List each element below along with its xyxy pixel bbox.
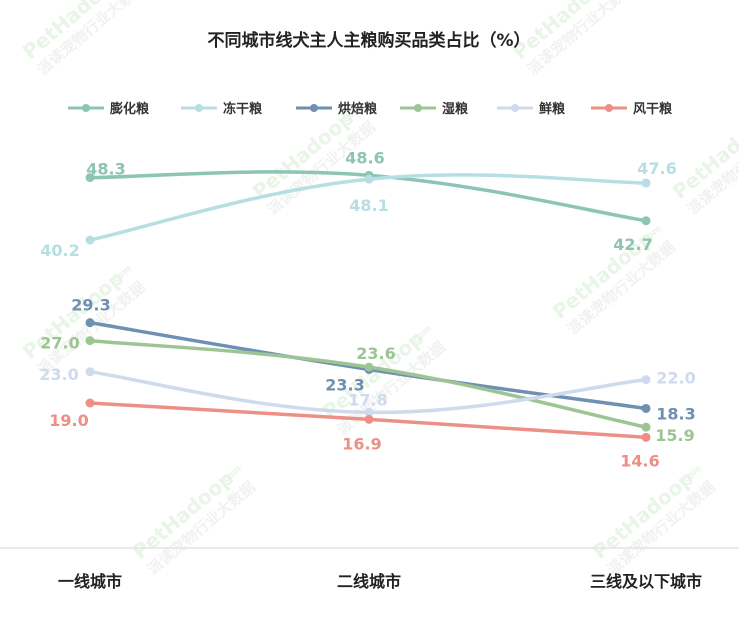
series-layer [85,170,651,442]
data-point [85,367,95,377]
data-label: 40.2 [40,241,79,260]
data-labels: 48.3 48.6 42.7 40.2 48.1 47.6 29.3 23.3 18.3 27.0… [39,148,695,470]
legend-item: 冻干粮 [181,101,263,117]
legend-label: 烘焙粮 [338,101,378,117]
data-point [641,432,651,442]
data-point [85,235,95,245]
x-axis-categories: 一线城市 二线城市 三线及以下城市 [58,572,702,591]
data-label: 23.6 [356,344,395,363]
data-point [641,375,651,385]
data-label: 14.6 [620,451,659,470]
data-point [364,174,374,184]
x-tick-label: 三线及以下城市 [590,572,702,591]
x-tick-label: 二线城市 [337,572,401,591]
legend-swatch-marker [82,104,90,112]
legend-swatch-marker [310,104,318,112]
legend-item: 鲜粮 [497,101,566,117]
legend-label: 风干粮 [633,101,673,117]
data-label: 29.3 [71,296,110,315]
data-label: 48.3 [86,160,125,179]
legend-label: 鲜粮 [539,101,566,117]
x-tick-label: 一线城市 [58,572,122,591]
legend-swatch-marker [195,104,203,112]
data-point [641,178,651,188]
data-point [85,318,95,328]
legend-swatch-marker [605,104,613,112]
legend-swatch-marker [511,104,519,112]
data-label: 16.9 [342,434,381,453]
data-label: 23.0 [39,365,78,384]
data-label: 19.0 [49,411,88,430]
data-label: 48.1 [349,196,388,215]
data-label: 22.0 [656,369,695,388]
data-point [641,422,651,432]
legend-swatch-marker [414,104,422,112]
data-label: 47.6 [637,159,676,178]
data-point [641,403,651,413]
data-point [364,414,374,424]
data-point [85,398,95,408]
data-point [641,216,651,226]
data-point [364,407,374,417]
legend-label: 湿粮 [442,101,469,117]
legend-item: 膨化粮 [68,101,150,117]
data-label: 15.9 [655,426,694,445]
legend-label: 冻干粮 [223,101,263,117]
data-point [85,336,95,346]
chart-title: 不同城市线犬主人主粮购买品类占比（%） [207,30,530,51]
legend-item: 风干粮 [591,101,673,117]
data-label: 18.3 [656,404,695,423]
data-label: 23.3 [325,375,364,394]
data-label: 17.8 [348,390,387,409]
legend-item: 湿粮 [400,101,469,117]
legend-item: 烘焙粮 [296,101,378,117]
data-label: 27.0 [40,334,79,353]
data-label: 42.7 [613,235,652,254]
legend: 膨化粮 冻干粮 烘焙粮 湿粮 鲜粮 风干粮 [68,101,673,117]
data-point [85,173,95,183]
data-point [364,362,374,372]
legend-label: 膨化粮 [109,101,150,117]
data-label: 48.6 [345,148,384,167]
